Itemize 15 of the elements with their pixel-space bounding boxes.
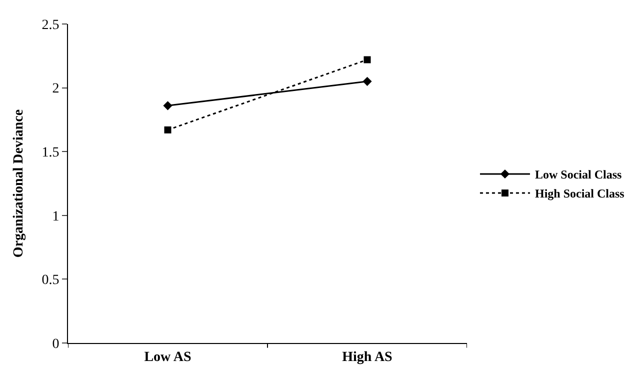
x-tick-label: High AS [342,350,393,365]
point [362,76,372,86]
y-tick-label: 0.5 [42,273,60,288]
y-tick-label: 2.5 [42,18,60,33]
point [364,56,371,64]
legend-label: Low Social Class [534,168,622,182]
x-tick-label: Low AS [144,350,192,365]
y-tick-label: 1.5 [42,146,60,160]
y-axis-title: Organizational Deviance [11,109,26,258]
legend-label: High Social Class [534,186,625,201]
point [164,126,172,134]
y-tick-label: 2 [52,82,60,97]
y-tick-label: 1 [52,209,60,224]
y-tick-label: 0 [52,336,60,352]
point [163,101,172,110]
